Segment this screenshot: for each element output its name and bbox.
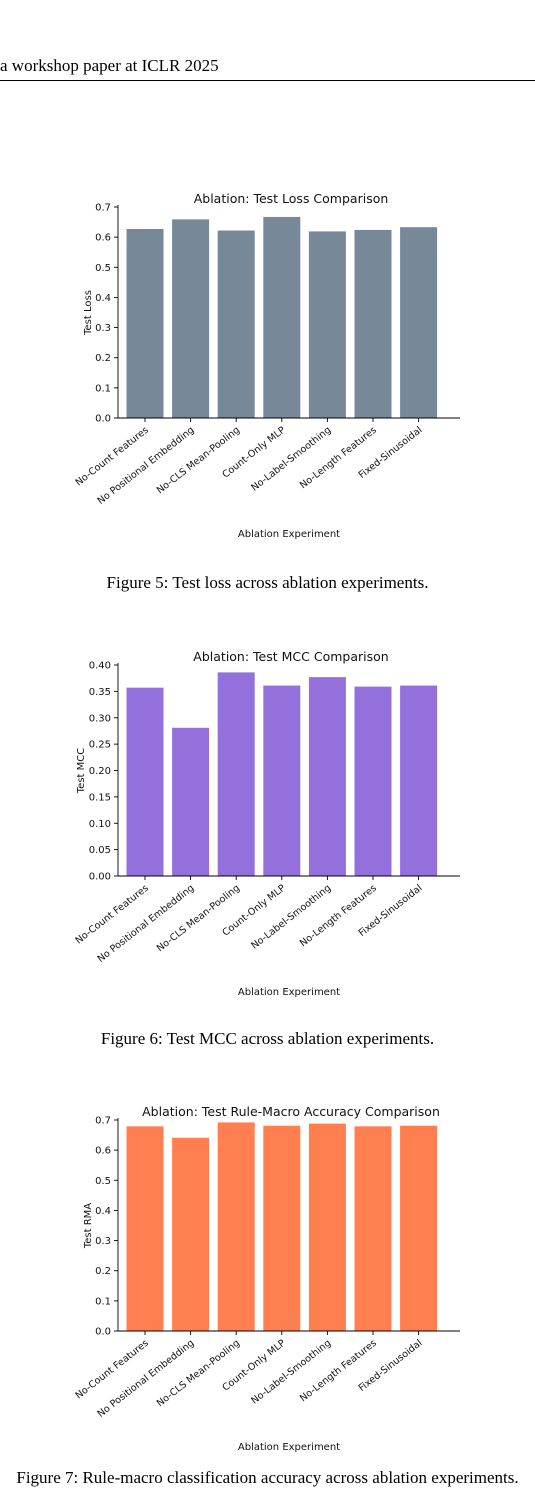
y-tick-label: 0.2	[95, 353, 111, 364]
x-tick-label: No-Label-Smoothing	[249, 425, 333, 494]
y-tick-label: 0.3	[95, 1236, 111, 1247]
x-tick-label: No-Count Features	[74, 883, 151, 947]
y-tick-label: 0.0	[95, 414, 111, 425]
x-tick-label: No-Label-Smoothing	[249, 1338, 333, 1407]
y-tick-label: 0.20	[89, 766, 111, 777]
bar-4	[308, 677, 346, 876]
x-tick-label: No-CLS Mean-Pooling	[155, 883, 242, 955]
bar-2	[217, 230, 255, 418]
y-axis-label: Test MCC	[76, 748, 87, 794]
y-tick-label: 0.6	[95, 233, 111, 244]
y-tick-label: 0.25	[89, 740, 111, 751]
bar-5	[354, 1126, 392, 1331]
bar-1	[172, 1137, 210, 1331]
y-tick-label: 0.3	[95, 323, 111, 334]
y-tick-label: 0.30	[89, 713, 111, 724]
bar-0	[126, 687, 164, 876]
figure-7-chart: Ablation: Test Rule-Macro Accuracy Compa…	[74, 1104, 460, 1453]
y-axis-label: Test Loss	[83, 290, 94, 336]
figure-5-caption: Figure 5: Test loss across ablation expe…	[106, 573, 429, 592]
bar-2	[217, 672, 255, 876]
y-tick-label: 0.7	[95, 203, 111, 214]
y-tick-label: 0.5	[95, 263, 111, 274]
bar-0	[126, 1126, 164, 1331]
chart-title: Ablation: Test Loss Comparison	[194, 191, 389, 206]
bar-0	[126, 229, 164, 418]
y-tick-label: 0.15	[89, 792, 111, 803]
y-tick-label: 0.1	[95, 383, 111, 394]
chart-title: Ablation: Test Rule-Macro Accuracy Compa…	[142, 1104, 440, 1119]
header-rule	[0, 80, 535, 81]
x-axis-label: Ablation Experiment	[238, 987, 340, 998]
x-tick-label: No-Length Features	[298, 425, 379, 492]
bar-5	[354, 686, 392, 876]
running-header: a workshop paper at ICLR 2025	[0, 56, 219, 75]
y-tick-label: 0.40	[89, 661, 111, 672]
y-tick-label: 0.0	[95, 1327, 111, 1338]
bar-4	[308, 231, 346, 418]
y-tick-label: 0.7	[95, 1116, 111, 1127]
chart-title: Ablation: Test MCC Comparison	[193, 649, 388, 664]
x-tick-label: No-Length Features	[298, 1338, 379, 1405]
y-tick-label: 0.1	[95, 1296, 111, 1307]
bar-3	[263, 1125, 301, 1331]
bar-1	[172, 219, 210, 418]
x-axis-label: Ablation Experiment	[238, 1442, 340, 1453]
y-axis-label: Test RMA	[83, 1203, 94, 1249]
figure-7-caption: Figure 7: Rule-macro classification accu…	[16, 1468, 519, 1487]
x-tick-label: No-Count Features	[74, 1338, 151, 1402]
y-tick-label: 0.5	[95, 1176, 111, 1187]
x-tick-label: No-Length Features	[298, 883, 379, 950]
y-tick-label: 0.2	[95, 1266, 111, 1277]
x-tick-label: No-CLS Mean-Pooling	[155, 425, 242, 497]
y-tick-label: 0.35	[89, 687, 111, 698]
bar-6	[400, 227, 438, 418]
bar-6	[400, 685, 438, 876]
bar-6	[400, 1125, 438, 1331]
y-tick-label: 0.05	[89, 845, 111, 856]
figure-6-caption: Figure 6: Test MCC across ablation exper…	[100, 1029, 435, 1048]
y-tick-label: 0.6	[95, 1146, 111, 1157]
x-axis-label: Ablation Experiment	[238, 529, 340, 540]
y-tick-label: 0.4	[95, 293, 111, 304]
bar-2	[217, 1122, 255, 1331]
figure-5-chart: Ablation: Test Loss Comparison 0.0 0.1 0.2 0…	[74, 191, 460, 540]
x-tick-label: No-Count Features	[74, 425, 151, 489]
bar-1	[172, 727, 210, 876]
bar-3	[263, 216, 301, 418]
bar-4	[308, 1123, 346, 1331]
figure-6-chart: Ablation: Test MCC Comparison 0.00 0.05 0.1…	[74, 649, 460, 998]
y-tick-label: 0.00	[89, 872, 111, 883]
y-tick-label: 0.4	[95, 1206, 111, 1217]
y-tick-label: 0.10	[89, 819, 111, 830]
bar-3	[263, 685, 301, 876]
bar-5	[354, 229, 392, 418]
x-tick-label: No-CLS Mean-Pooling	[155, 1338, 242, 1410]
x-tick-label: No-Label-Smoothing	[249, 883, 333, 952]
